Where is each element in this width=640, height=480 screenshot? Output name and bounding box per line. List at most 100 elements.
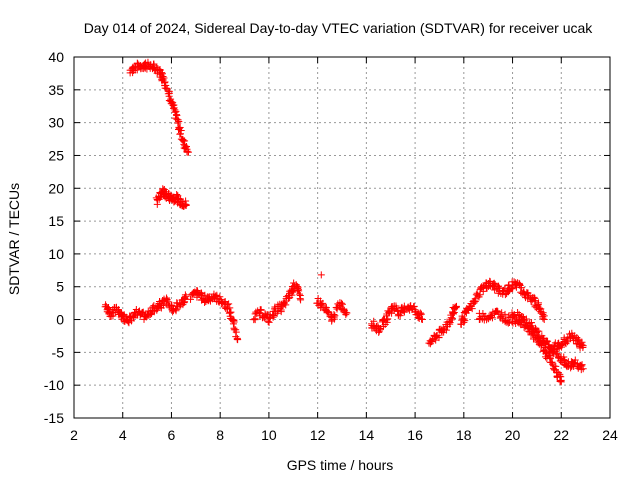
data-point-arc-g [457, 320, 465, 328]
data-point-arc-c [270, 311, 278, 319]
data-point-arc-i [522, 315, 530, 323]
x-tick-label: 24 [602, 427, 618, 443]
data-point-arc-c [257, 306, 265, 314]
data-point-arc-c [289, 288, 297, 296]
data-point-arc-g [486, 277, 494, 285]
x-tick-label: 4 [119, 427, 127, 443]
x-tick-label: 6 [168, 427, 176, 443]
data-point-arc-g [534, 301, 542, 309]
y-tick-label: 20 [48, 180, 64, 196]
x-tick-label: 12 [310, 427, 326, 443]
x-tick-label: 10 [261, 427, 277, 443]
data-point-arc-g [468, 305, 476, 313]
data-point-arc-a [172, 305, 180, 313]
data-point-arc-a [176, 302, 184, 310]
data-point-arc-b [227, 308, 235, 316]
data-point-arc-g [530, 293, 538, 301]
data-point-arc-j [574, 335, 582, 343]
x-tick-label: 16 [407, 427, 423, 443]
data-point-arc-a [153, 306, 161, 314]
data-point-arc-b [205, 296, 213, 304]
y-tick-label: 35 [48, 82, 64, 98]
data-point-arc-f [451, 303, 459, 311]
data-point-arc-e [384, 315, 392, 323]
data-point-arc-i [543, 337, 551, 345]
data-point-arc-c [265, 318, 273, 326]
data-point-arc-mid [181, 200, 189, 208]
data-point-arc-j [579, 342, 587, 350]
data-point-arc-g [501, 291, 509, 299]
data-point-arc-c [282, 301, 290, 309]
data-point-arc-c [295, 290, 303, 298]
y-tick-label: 40 [48, 49, 64, 65]
data-point-arc-i [578, 361, 586, 369]
data-point-arc-e [418, 315, 426, 323]
data-point-arc-j [557, 342, 565, 350]
data-point-arc-high [175, 118, 183, 126]
data-point-arc-b [217, 299, 225, 307]
data-point-arc-g [540, 316, 548, 324]
plot-border [73, 56, 611, 419]
data-point-arc-h [501, 310, 509, 318]
data-point-arc-e [389, 303, 397, 311]
x-tick-label: 2 [70, 427, 78, 443]
data-point-arc-high [168, 100, 176, 108]
data-point-arc-g [517, 284, 525, 292]
data-point-arc-j [549, 348, 557, 356]
data-point-isolated [317, 271, 325, 279]
data-point-arc-a [139, 308, 147, 316]
data-point-arc-d [324, 308, 332, 316]
data-point-arc-e [376, 326, 384, 334]
x-tick-label: 22 [553, 427, 569, 443]
data-point-arc-g [476, 291, 484, 299]
data-point-arc-b [201, 298, 209, 306]
data-point-arc-e [418, 316, 426, 324]
data-point-arc-mid [182, 201, 190, 209]
data-point-arc-f [442, 326, 450, 334]
data-point-arc-high [158, 69, 166, 77]
data-point-arc-high [177, 127, 185, 135]
data-point-arc-h [546, 354, 554, 362]
data-point-arc-high [170, 104, 178, 112]
data-point-arc-i [518, 312, 526, 320]
y-tick-label: 0 [56, 312, 64, 328]
y-tick-label: -10 [44, 377, 64, 393]
y-tick-label: -15 [44, 410, 64, 426]
data-point-arc-a [124, 318, 132, 326]
data-point-arc-f [435, 333, 443, 341]
data-point-arc-d [331, 312, 339, 320]
data-point-arc-high [172, 107, 180, 115]
data-point-arc-high [183, 143, 191, 151]
data-point-arc-i [571, 356, 579, 364]
data-point-arc-b [233, 335, 241, 343]
x-tick-label: 20 [505, 427, 521, 443]
data-point-arc-d [343, 309, 351, 317]
data-point-arc-g [509, 285, 517, 293]
y-tick-label: 15 [48, 213, 64, 229]
data-point-arc-a [119, 312, 127, 320]
data-point-arc-b [187, 295, 195, 303]
data-point-arc-g [459, 316, 467, 324]
data-point-arc-h [493, 307, 501, 315]
x-tick-label: 14 [359, 427, 375, 443]
data-point-arc-mid [173, 190, 181, 198]
data-point-arc-c [295, 287, 303, 295]
data-point-arc-i [535, 327, 543, 335]
x-tick-label: 8 [216, 427, 224, 443]
data-point-arc-a [131, 310, 139, 318]
y-axis-title: SDTVAR / TECUs [6, 183, 22, 295]
axis-ticks: 2 4 6 8 10 12 14 16 18 20 22 24-15-10-5051015202530… [44, 49, 618, 443]
data-point-arc-i [579, 365, 587, 373]
data-points [101, 58, 587, 386]
data-point-arc-e [410, 303, 418, 311]
data-point-arc-a [182, 293, 190, 301]
data-point-arc-h [552, 362, 560, 370]
data-point-arc-g [471, 297, 479, 305]
data-point-arc-e [400, 302, 408, 310]
data-point-arc-d [340, 305, 348, 313]
data-point-arc-high [175, 125, 183, 133]
y-tick-label: 10 [48, 246, 64, 262]
data-point-arc-high [176, 130, 184, 138]
data-point-arc-d [330, 313, 338, 321]
